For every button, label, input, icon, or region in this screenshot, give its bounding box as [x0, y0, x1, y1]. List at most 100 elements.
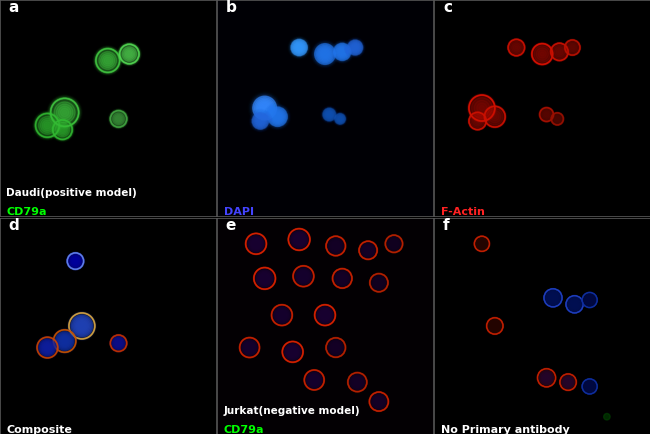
Circle shape: [355, 380, 359, 385]
Circle shape: [57, 333, 73, 349]
Circle shape: [321, 312, 329, 319]
Circle shape: [366, 248, 370, 253]
Circle shape: [99, 52, 116, 69]
Circle shape: [532, 43, 553, 65]
Circle shape: [549, 294, 557, 302]
Circle shape: [314, 43, 336, 65]
Circle shape: [536, 48, 549, 60]
Circle shape: [330, 342, 341, 353]
Circle shape: [539, 107, 554, 122]
Circle shape: [240, 338, 259, 358]
Circle shape: [474, 100, 489, 116]
Circle shape: [247, 345, 252, 350]
Circle shape: [341, 51, 343, 53]
Circle shape: [34, 112, 61, 139]
Circle shape: [115, 340, 122, 347]
Circle shape: [61, 338, 68, 345]
Text: a: a: [8, 0, 19, 15]
Circle shape: [540, 107, 554, 122]
Circle shape: [73, 259, 78, 264]
Circle shape: [322, 107, 337, 122]
Circle shape: [34, 112, 60, 138]
Circle shape: [67, 253, 84, 270]
Circle shape: [540, 371, 554, 385]
Circle shape: [298, 270, 309, 282]
Circle shape: [348, 41, 362, 54]
Circle shape: [256, 117, 265, 125]
Circle shape: [322, 312, 328, 318]
Circle shape: [572, 302, 577, 307]
Circle shape: [295, 268, 312, 285]
Circle shape: [259, 273, 270, 283]
Circle shape: [551, 43, 569, 61]
Circle shape: [335, 346, 337, 349]
Circle shape: [317, 46, 333, 62]
Circle shape: [257, 101, 272, 115]
Circle shape: [359, 241, 377, 260]
Circle shape: [307, 373, 321, 387]
Circle shape: [255, 116, 265, 126]
Circle shape: [109, 109, 128, 128]
Circle shape: [112, 336, 125, 350]
Circle shape: [333, 243, 338, 248]
Circle shape: [604, 414, 610, 420]
Circle shape: [114, 339, 123, 348]
Circle shape: [254, 114, 268, 128]
Circle shape: [390, 240, 398, 248]
Circle shape: [295, 236, 303, 243]
Circle shape: [367, 249, 369, 251]
Circle shape: [354, 379, 361, 385]
Circle shape: [71, 315, 93, 337]
Circle shape: [371, 394, 387, 409]
Circle shape: [257, 118, 263, 124]
Circle shape: [474, 236, 489, 252]
Circle shape: [321, 50, 329, 58]
Circle shape: [252, 113, 268, 129]
Circle shape: [280, 312, 284, 318]
Circle shape: [68, 312, 96, 339]
Circle shape: [49, 97, 80, 128]
Circle shape: [57, 334, 72, 348]
Circle shape: [387, 237, 401, 251]
Circle shape: [270, 109, 285, 124]
Circle shape: [110, 110, 127, 128]
Circle shape: [346, 39, 363, 56]
Circle shape: [311, 376, 318, 384]
Circle shape: [245, 343, 254, 352]
Circle shape: [335, 114, 345, 124]
Circle shape: [261, 275, 268, 282]
Circle shape: [274, 306, 291, 324]
Circle shape: [318, 48, 332, 60]
Circle shape: [36, 337, 58, 358]
Circle shape: [79, 323, 84, 329]
Circle shape: [370, 273, 388, 292]
Circle shape: [43, 343, 52, 352]
Circle shape: [44, 122, 51, 129]
Circle shape: [554, 115, 561, 122]
Circle shape: [300, 273, 307, 280]
Circle shape: [588, 298, 592, 302]
Circle shape: [291, 39, 307, 56]
Circle shape: [376, 399, 381, 404]
Circle shape: [309, 375, 319, 385]
Text: d: d: [8, 218, 20, 233]
Circle shape: [333, 42, 352, 62]
Circle shape: [513, 44, 519, 51]
Circle shape: [586, 382, 594, 391]
Circle shape: [365, 247, 371, 253]
Circle shape: [258, 272, 271, 285]
Circle shape: [302, 275, 305, 277]
Circle shape: [320, 310, 330, 320]
Circle shape: [75, 319, 89, 333]
Circle shape: [291, 39, 307, 56]
Circle shape: [544, 289, 562, 307]
Circle shape: [70, 256, 81, 266]
Circle shape: [289, 229, 310, 250]
Circle shape: [541, 372, 552, 384]
Circle shape: [326, 236, 345, 256]
Circle shape: [551, 43, 568, 60]
Circle shape: [242, 341, 257, 355]
Circle shape: [372, 395, 385, 408]
Circle shape: [267, 106, 288, 127]
Circle shape: [58, 335, 71, 347]
